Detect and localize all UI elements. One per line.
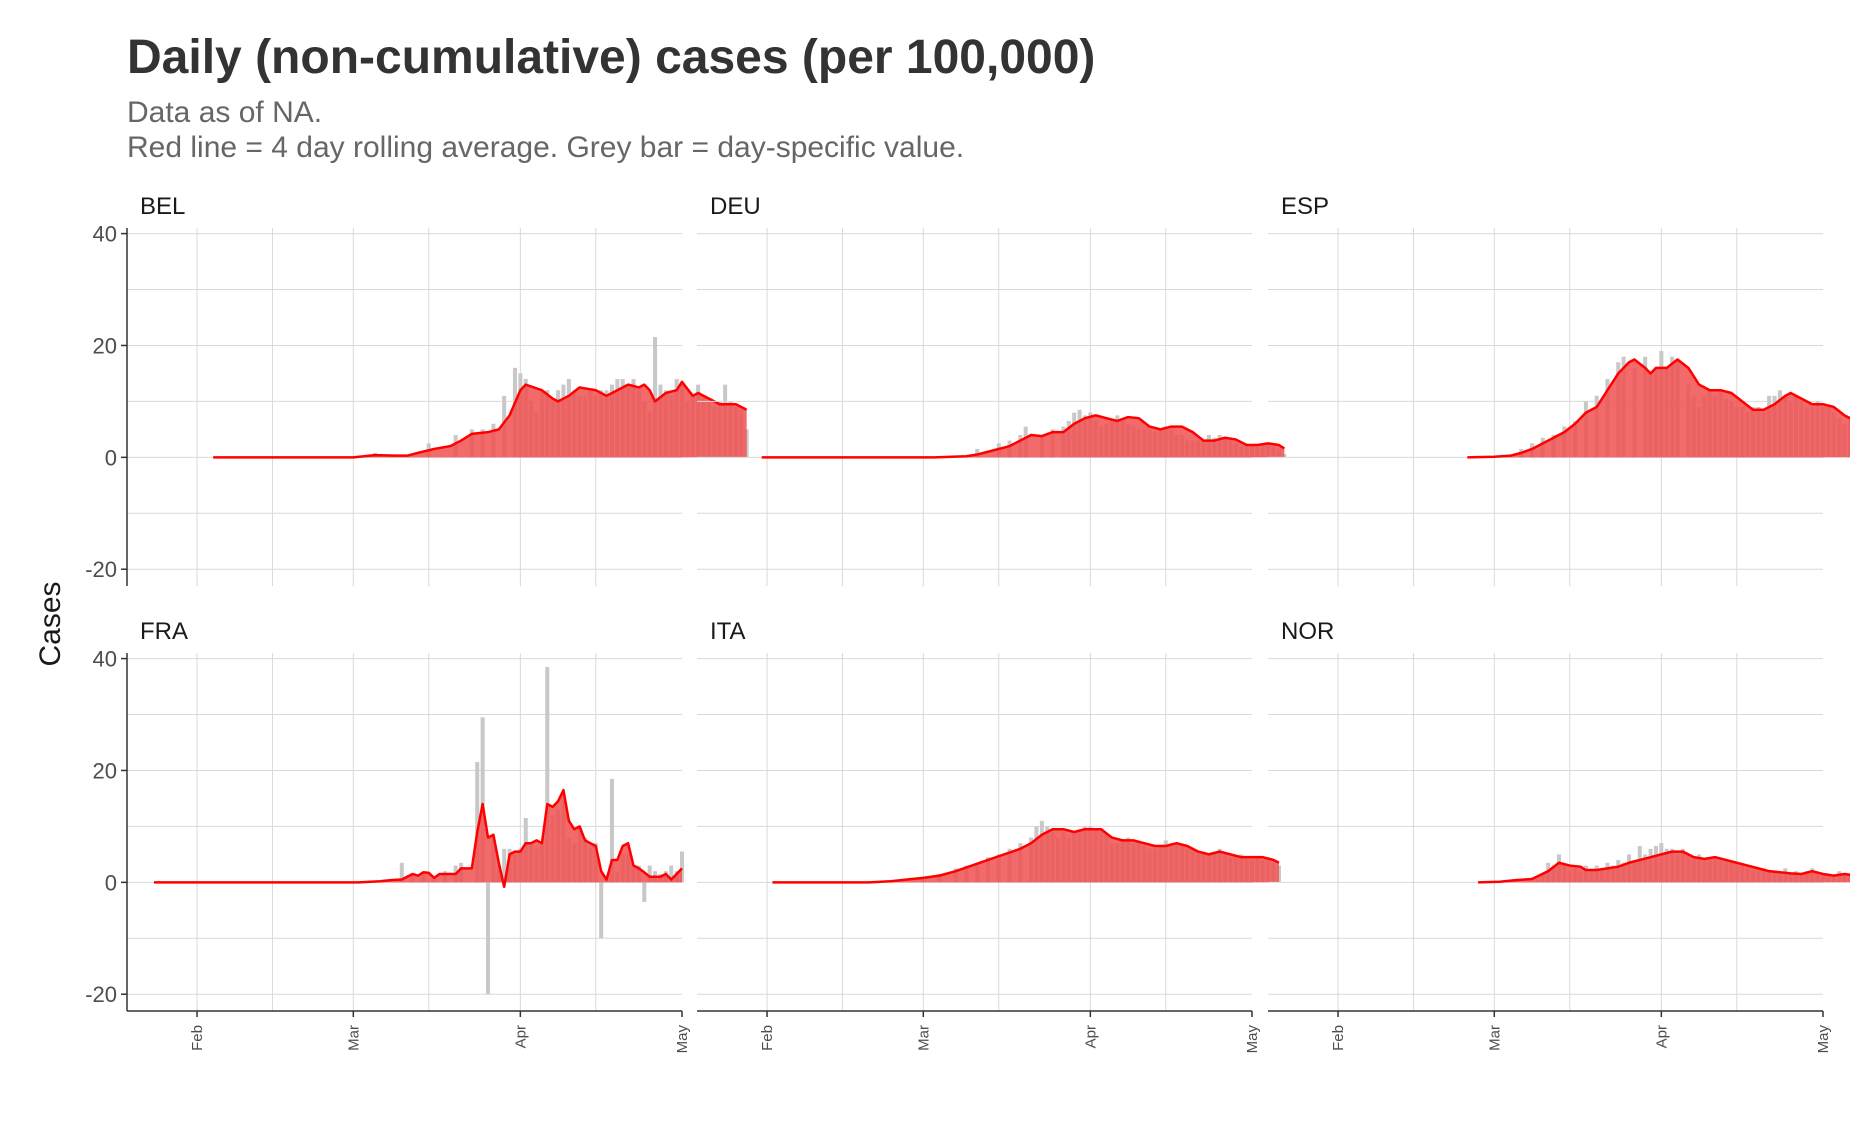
rolling-average-area — [1478, 851, 1850, 883]
panel-esp: ESP — [1268, 193, 1850, 586]
y-axis-label: Cases — [34, 581, 67, 666]
x-tick-label: May — [1815, 1025, 1832, 1054]
rolling-average-area — [153, 790, 682, 887]
rolling-average-area — [1467, 359, 1850, 458]
rolling-average-line — [213, 380, 748, 459]
x-tick-label: Feb — [1330, 1025, 1347, 1051]
rolling-average-line — [1478, 850, 1850, 884]
chart-title: Daily (non-cumulative) cases (per 100,00… — [127, 31, 1095, 84]
facet-panels: BEL -20 0 20 40 DEU ESP FRA -20 0 20 40 Feb Mar Apr May… — [85, 193, 1850, 1053]
x-tick-label: Feb — [189, 1025, 206, 1051]
x-tick-label: Mar — [345, 1025, 362, 1051]
chart-subtitle-line-1: Data as of NA. — [127, 96, 322, 129]
panel-title-fra: FRA — [140, 618, 188, 645]
y-tick-label: -20 — [85, 982, 117, 1007]
panel-title-ita: ITA — [710, 618, 746, 645]
x-tick-label: Apr — [512, 1025, 529, 1048]
rolling-average-line — [1467, 358, 1850, 459]
y-tick-label: 0 — [105, 870, 117, 895]
x-tick-label: May — [1244, 1025, 1261, 1054]
y-tick-label: 20 — [93, 758, 117, 783]
daily-bar — [653, 337, 658, 458]
daily-bar — [545, 666, 550, 883]
x-tick-label: Mar — [1486, 1025, 1503, 1051]
y-tick-label: 40 — [93, 222, 117, 247]
x-tick-label: Feb — [759, 1025, 776, 1051]
daily-bar — [475, 762, 480, 883]
rolling-average-area — [772, 829, 1279, 883]
daily-bar — [975, 448, 980, 458]
panel-nor: NOR Feb Mar Apr May — [1268, 618, 1850, 1053]
rolling-average-line — [772, 827, 1280, 884]
x-tick-label: Apr — [1653, 1025, 1670, 1048]
y-tick-label: 40 — [93, 647, 117, 672]
rolling-average-area — [213, 381, 747, 458]
daily-bar — [609, 778, 614, 883]
chart-subtitle-line-2: Red line = 4 day rolling average. Grey b… — [127, 131, 964, 164]
daily-bar — [642, 882, 647, 902]
panel-fra: FRA -20 0 20 40 Feb Mar Apr May — [85, 618, 691, 1053]
daily-bar — [480, 717, 485, 883]
x-tick-label: Apr — [1082, 1025, 1099, 1048]
panel-title-deu: DEU — [710, 193, 761, 220]
daily-bar — [679, 851, 685, 883]
rolling-average-line — [153, 788, 683, 889]
daily-bar — [599, 882, 604, 939]
daily-bar — [485, 882, 491, 995]
x-tick-label: Mar — [915, 1025, 932, 1051]
panel-title-bel: BEL — [140, 193, 185, 220]
y-tick-label: -20 — [85, 557, 117, 582]
daily-bar — [399, 862, 404, 883]
daily-bar — [669, 865, 674, 883]
panel-bel: BEL -20 0 20 40 — [85, 193, 749, 586]
daily-bar — [647, 865, 652, 883]
panel-title-esp: ESP — [1281, 193, 1329, 220]
y-tick-label: 20 — [93, 333, 117, 358]
rolling-average-area — [761, 415, 1285, 458]
x-tick-label: May — [674, 1025, 691, 1054]
y-tick-label: 0 — [105, 445, 117, 470]
rolling-average-line — [761, 414, 1285, 459]
panel-deu: DEU — [697, 193, 1287, 586]
daily-bar — [502, 848, 507, 883]
panel-title-nor: NOR — [1281, 618, 1334, 645]
panel-ita: ITA Feb Mar Apr May — [697, 618, 1281, 1053]
